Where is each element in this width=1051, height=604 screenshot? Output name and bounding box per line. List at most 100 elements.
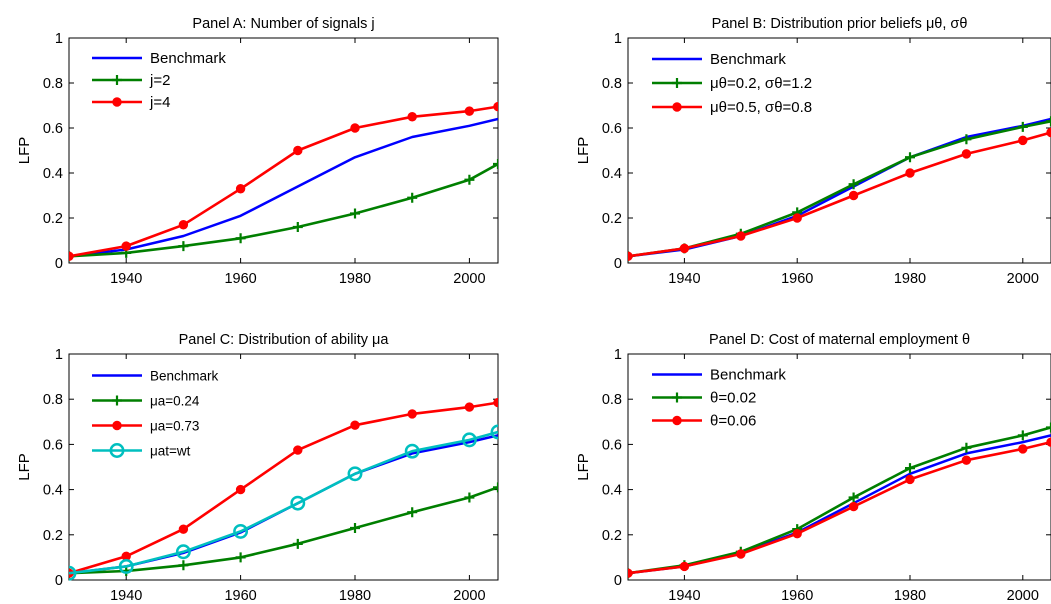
panel-b-series-0-5-0-8-point: [679, 243, 690, 254]
panel-c-series-a-0-24-line: [69, 486, 498, 575]
panel-d-series-0-06-point: [628, 568, 633, 578]
panel-d-xtick-label: 1980: [894, 588, 926, 604]
panel-d-legend-marker: [672, 415, 682, 426]
panel-c-legend-item: μa=0.24: [92, 394, 200, 409]
panel-b-title: Panel B: Distribution prior beliefs μθ, …: [712, 16, 968, 32]
panel-d-series-0-02-point: [848, 492, 859, 503]
panel-c-legend-label: μa=0.73: [150, 419, 199, 434]
panel-a-series-j-4-point: [69, 251, 74, 261]
panel-b-axes-frame: [627, 37, 1051, 264]
panel-b-legend-label: μθ=0.5, σθ=0.8: [710, 99, 812, 116]
panel-b-plot-area: [628, 116, 1051, 262]
panel-c-series-a-0-24-point: [292, 538, 303, 549]
panel-c: Panel C: Distribution of ability μa LFP 0 0…: [16, 332, 499, 604]
panel-b-legend-item: μθ=0.2, σθ=1.2: [652, 75, 812, 92]
panel-d-series-0-06: [628, 437, 1051, 578]
panel-b-series-0-5-0-8-point: [1018, 135, 1028, 146]
panel-b-series-0-5-0-8-point: [961, 149, 972, 159]
panel-d-series-0-06-point: [736, 549, 746, 559]
panel-d-axes-frame: [627, 353, 1051, 581]
panel-c-series-a-0-73-point: [464, 402, 475, 412]
panel-d-legend-marker: [672, 392, 682, 403]
panel-a-ylabel: LFP: [16, 137, 33, 165]
panel-b-series-0-2-1-2-line: [628, 120, 1051, 258]
panel-c-series-at-wt-point: [404, 443, 420, 459]
panel-a-series-j-4-line: [69, 105, 498, 258]
panel-b-series-0-2-1-2-point: [905, 152, 915, 163]
panel-c-legend-item: μa=0.73: [92, 419, 199, 434]
panel-b-series-0-5-0-8-point: [792, 213, 802, 223]
panel-a-series-j-4-point: [235, 184, 246, 194]
panel-d-ytick-label: 0.2: [602, 528, 622, 544]
panel-d-plot-area: [628, 422, 1051, 579]
panel-c-ytick-label: 0.2: [43, 528, 63, 544]
panel-b-series-0-5-0-8-point: [628, 251, 633, 261]
panel-c-series-a-0-73-point: [235, 484, 246, 495]
panel-a-series-j-4-point: [493, 101, 498, 112]
panel-b-ytick-label: 0.4: [602, 166, 622, 182]
panel-b-series-0-5-0-8: [628, 127, 1051, 261]
panel-a-xtick-label: 2000: [453, 271, 485, 287]
panel-c-axes-frame: [68, 353, 499, 581]
panel-c-series-at-wt-point: [461, 432, 477, 448]
panel-d-series-0-02-point: [961, 442, 972, 453]
panel-a-legend-label: Benchmark: [150, 50, 226, 67]
panel-a-xtick-label: 1980: [339, 271, 371, 287]
panel-b-ytick-label: 0.6: [602, 121, 622, 137]
panel-a-ytick-label: 0.2: [43, 211, 63, 227]
panel-a-xtick-label: 1940: [110, 271, 142, 287]
panel-a-legend-marker: [112, 75, 122, 85]
panel-c-xtick-label: 2000: [453, 588, 485, 604]
panel-c-series-a-0-24-point: [235, 552, 246, 563]
panel-a-series-j-2-point: [178, 241, 189, 252]
panel-c-series-a-0-24-point: [407, 507, 418, 518]
panel-a-series-j-4-point: [464, 106, 475, 116]
panel-a-series-j-4-point: [178, 220, 189, 230]
panel-d-xtick-label: 1960: [781, 588, 813, 604]
panel-c-series-a-0-24-point: [493, 482, 498, 493]
panel-b-legend-item: μθ=0.5, σθ=0.8: [652, 99, 812, 116]
panel-a-series-j-4-point: [121, 241, 131, 251]
panel-c-series-at-wt-point: [290, 495, 306, 511]
panel-c-series-at-wt-point: [69, 565, 77, 581]
panel-a-series-j-2-point: [292, 222, 303, 232]
panel-d-series-0-02-point: [1017, 430, 1028, 441]
panel-d-series-0-06-point: [848, 501, 859, 512]
panel-d: Panel D: Cost of maternal employment θ LF…: [575, 332, 1051, 604]
panel-c-legend-item: μat=wt: [92, 443, 191, 459]
panel-a-legend-item: j=4: [92, 94, 170, 111]
panel-b-series-0-5-0-8-point: [848, 190, 859, 201]
panel-a-series-j-2-point: [350, 208, 360, 219]
panel-a-series-j-2-point: [235, 233, 246, 244]
panel-a-series-j-2-point: [493, 159, 498, 169]
panel-c-series-a-0-73-point: [293, 445, 303, 455]
panel-c-series-a-0-73-point: [178, 524, 189, 534]
panel-a-ytick-label: 1: [55, 31, 63, 47]
panel-c-series-a-0-24-point: [178, 560, 189, 571]
panel-b-legend-marker: [672, 78, 682, 88]
panel-c-ytick-label: 0.8: [43, 392, 63, 408]
panel-c-legend-marker: [109, 443, 125, 458]
panel-d-title: Panel D: Cost of maternal employment θ: [709, 332, 970, 348]
panel-c-plot-area: [69, 397, 498, 581]
panel-d-ytick-label: 0: [614, 573, 622, 589]
panel-a-ytick-label: 0.8: [43, 76, 63, 92]
panel-c-legend-marker: [112, 395, 122, 406]
panel-c-series-a-0-73-point: [407, 409, 417, 419]
panel-a-ytick-label: 0.6: [43, 121, 63, 137]
panel-c-series-a-0-24: [69, 482, 498, 579]
panel-c-legend-label: μat=wt: [150, 444, 191, 459]
panel-b-ytick-label: 1: [614, 31, 622, 47]
panel-c-xtick-label: 1980: [339, 588, 371, 604]
panel-c-legend-marker: [112, 420, 122, 431]
panel-a-axes-frame: [68, 37, 499, 264]
panel-d-xtick-label: 2000: [1007, 588, 1039, 604]
panel-a-title: Panel A: Number of signals j: [192, 16, 374, 32]
panel-b-legend: Benchmark μθ=0.2, σθ=1.2 μθ=0.5, σθ=0.8: [652, 51, 812, 116]
panel-c-series-at-wt-point: [490, 424, 498, 440]
panel-a-series-j-4-point: [350, 123, 360, 133]
panel-a-series-benchmark: [69, 117, 498, 258]
panel-c-title: Panel C: Distribution of ability μa: [179, 332, 390, 348]
panel-b-xtick-label: 1980: [894, 271, 926, 287]
panel-c-xtick-label: 1960: [224, 588, 256, 604]
